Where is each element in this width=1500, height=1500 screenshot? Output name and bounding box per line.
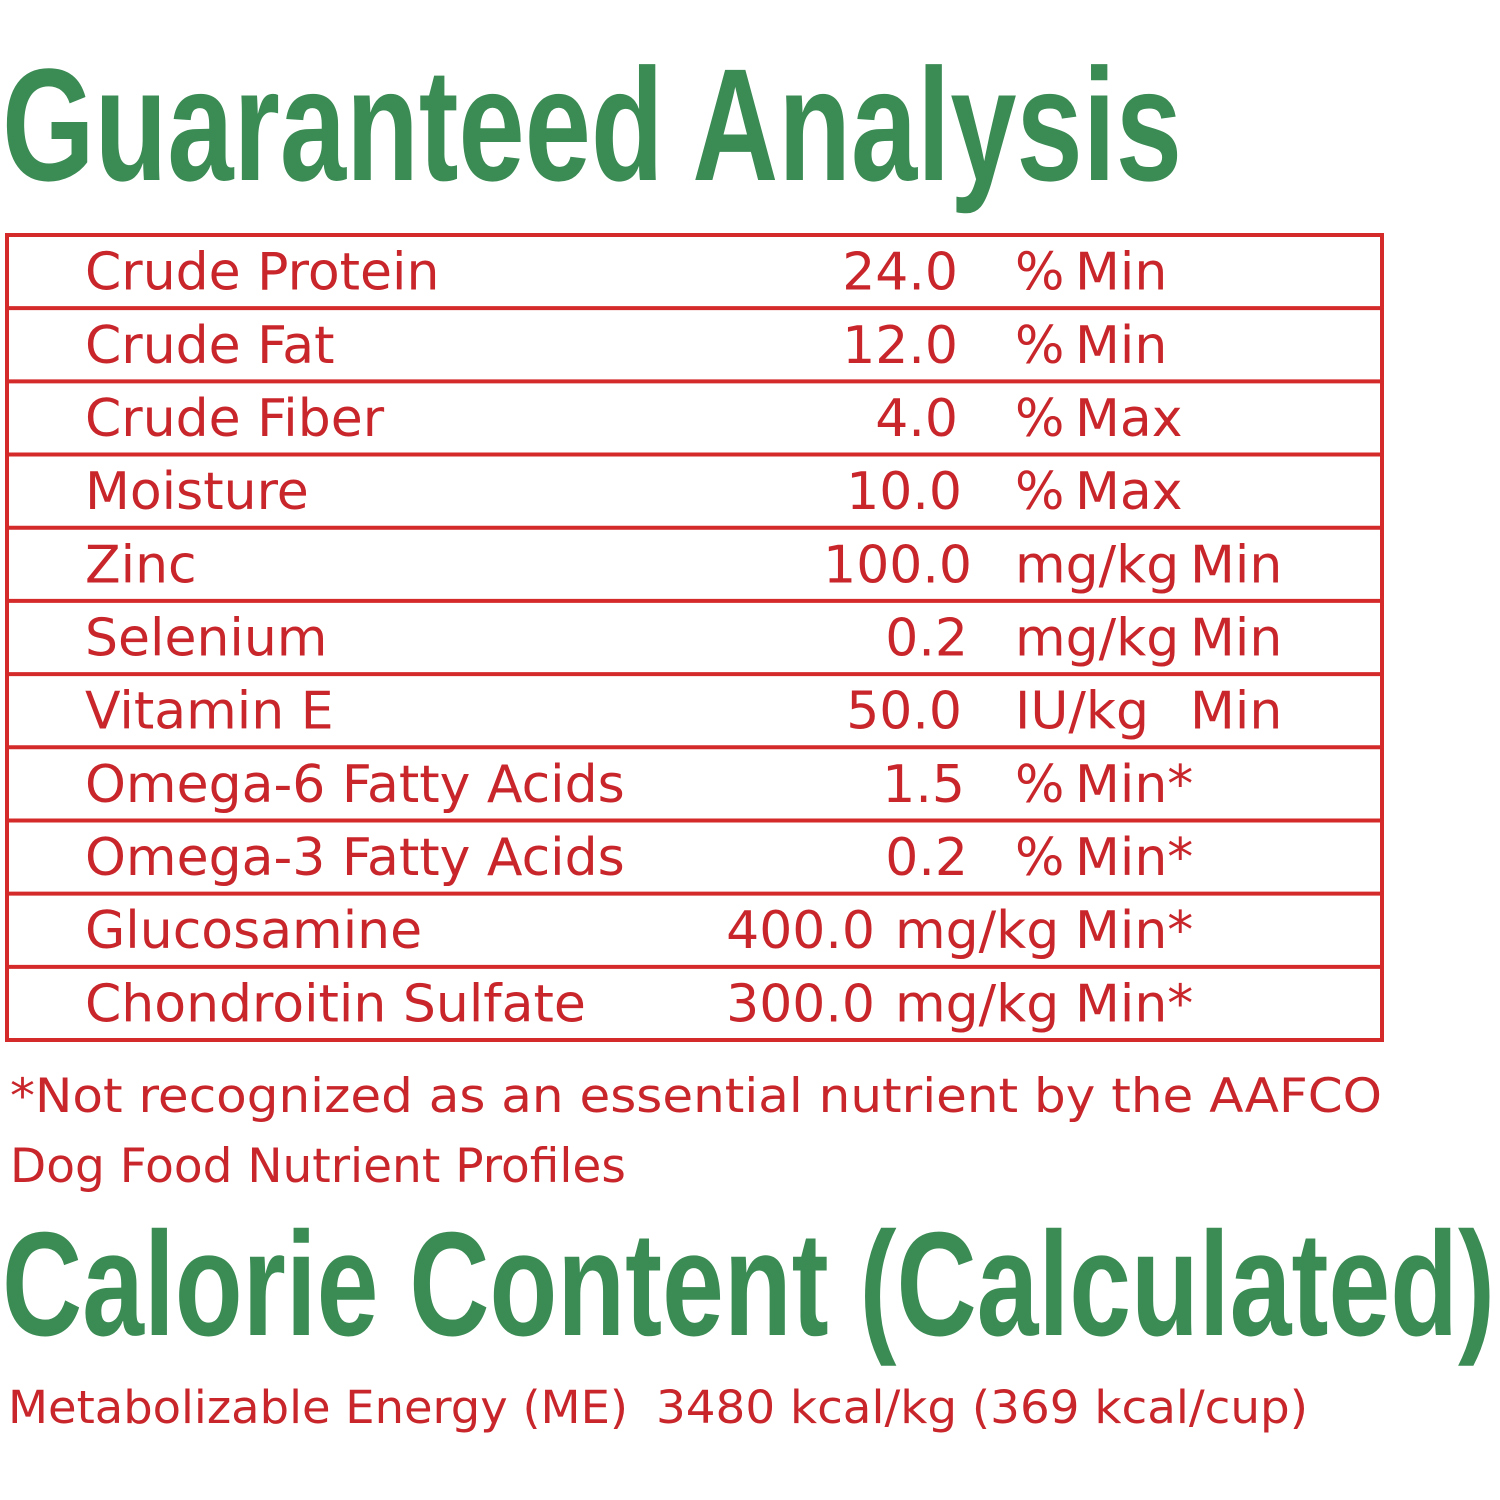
unit: % (1015, 828, 1064, 888)
amount: 100.0 (823, 535, 972, 595)
unit: mg/kg (895, 974, 1059, 1034)
amount: 12.0 (842, 316, 958, 376)
unit: % (1015, 243, 1064, 303)
qualifier: Min (1075, 243, 1167, 303)
nutrient-name: Moisture (85, 462, 309, 522)
qualifier: Min* (1075, 901, 1193, 961)
nutrient-name: Crude Fat (85, 316, 335, 376)
nutrient-name: Chondroitin Sulfate (85, 974, 586, 1034)
unit: % (1015, 462, 1064, 522)
amount: 1.5 (882, 755, 965, 815)
amount: 50.0 (846, 682, 962, 742)
amount: 24.0 (842, 243, 958, 303)
amount: 0.2 (885, 609, 968, 669)
nutrient-name: Omega-6 Fatty Acids (85, 755, 625, 815)
footnote: Dog Food Nutrient Profiles (10, 1139, 626, 1194)
qualifier: Min* (1075, 755, 1193, 815)
unit: % (1015, 316, 1064, 376)
qualifier: Max (1075, 462, 1183, 522)
amount: 0.2 (885, 828, 968, 888)
qualifier: Min (1190, 682, 1282, 742)
energy-value: 3480 kcal/kg (369 kcal/cup) (656, 1381, 1308, 1434)
unit: % (1015, 389, 1064, 449)
nutrient-name: Selenium (85, 609, 327, 669)
qualifier: Min (1190, 535, 1282, 595)
qualifier: Max (1075, 389, 1183, 449)
nutrient-name: Glucosamine (85, 901, 422, 961)
nutrient-name: Zinc (85, 535, 197, 595)
unit: mg/kg (895, 901, 1059, 961)
nutrient-name: Crude Fiber (85, 389, 385, 449)
amount: 4.0 (875, 389, 958, 449)
amount: 400.0 (726, 901, 875, 961)
nutrient-name: Crude Protein (85, 243, 439, 303)
unit: mg/kg (1015, 609, 1179, 669)
qualifier: Min* (1075, 974, 1193, 1034)
qualifier: Min (1190, 609, 1282, 669)
title: Guaranteed Analysis (2, 35, 1182, 214)
nutrient-name: Vitamin E (85, 682, 334, 742)
section-title: Calorie Content (Calculated) (2, 1202, 1495, 1367)
qualifier: Min* (1075, 828, 1193, 888)
table-border (5, 233, 1384, 1042)
energy-label: Metabolizable Energy (ME) (8, 1381, 628, 1434)
unit: % (1015, 755, 1064, 815)
qualifier: Min (1075, 316, 1167, 376)
nutrient-name: Omega-3 Fatty Acids (85, 828, 625, 888)
unit: IU/kg (1015, 682, 1149, 742)
amount: 300.0 (726, 974, 875, 1034)
amount: 10.0 (846, 462, 962, 522)
footnote: *Not recognized as an essential nutrient… (10, 1069, 1382, 1124)
unit: mg/kg (1015, 535, 1179, 595)
